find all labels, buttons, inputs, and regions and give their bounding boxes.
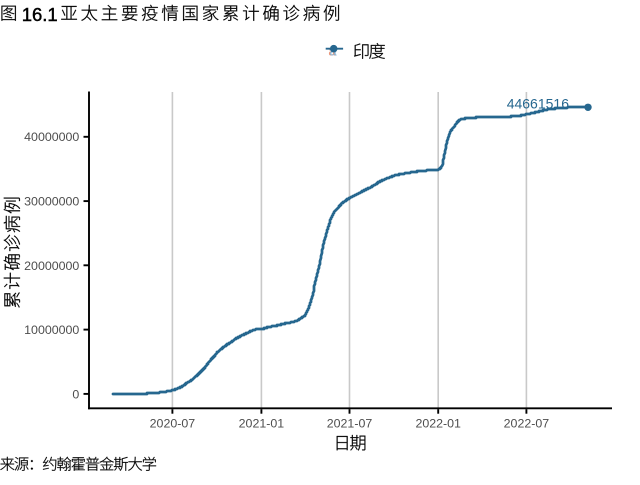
svg-text:16.1: 16.1 (22, 4, 58, 25)
svg-text:2020-07: 2020-07 (150, 417, 196, 431)
svg-text:30000000: 30000000 (24, 195, 79, 209)
svg-text:40000000: 40000000 (24, 130, 79, 144)
svg-text:2021-01: 2021-01 (239, 417, 285, 431)
svg-text:10000000: 10000000 (24, 323, 79, 337)
svg-text:20000000: 20000000 (24, 259, 79, 273)
svg-text:0: 0 (72, 387, 79, 401)
svg-text:2021-07: 2021-07 (327, 417, 373, 431)
svg-text:2022-07: 2022-07 (504, 417, 550, 431)
svg-text:44661516: 44661516 (507, 95, 570, 111)
svg-text:2022-01: 2022-01 (415, 417, 461, 431)
